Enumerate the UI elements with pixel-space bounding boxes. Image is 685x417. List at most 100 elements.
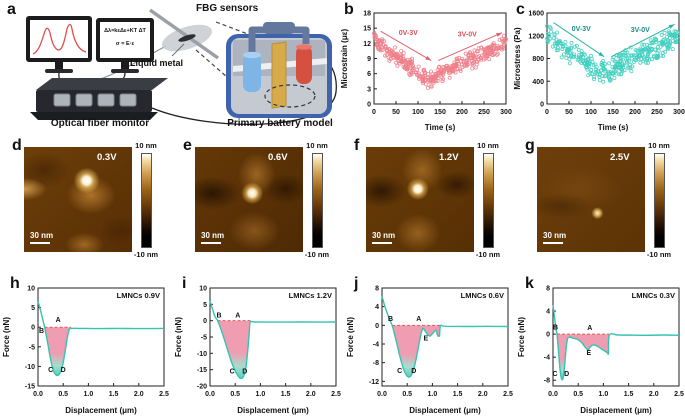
scale-bar xyxy=(201,242,221,244)
optical-fiber-monitor-device xyxy=(30,78,168,120)
svg-text:300: 300 xyxy=(673,109,685,116)
svg-text:12: 12 xyxy=(363,41,371,48)
annotation-3V-0V: 3V-0V xyxy=(631,27,650,34)
chart-j-svg: 0.0 0.5 1.0 1.5 2.0 2.5 8 4 0 -4 -8 -12 Displacement… xyxy=(346,286,513,416)
y-axis-label: Force (nN) xyxy=(346,317,355,357)
svg-text:800: 800 xyxy=(532,56,544,63)
svg-text:1.0: 1.0 xyxy=(256,391,266,398)
panel-b-plot: 0 50 100 150 200 250 300 0 3 6 9 12 15 18 Time (s) Micr… xyxy=(338,0,512,135)
color-scale-max-label: 10 nm xyxy=(477,141,499,150)
svg-text:0.5: 0.5 xyxy=(58,391,68,398)
scale-bar xyxy=(30,242,50,244)
y-axis-ticks: 8 4 0 -4 -8 -12 xyxy=(369,286,385,386)
svg-text:8: 8 xyxy=(546,286,550,293)
svg-text:10: 10 xyxy=(27,286,35,293)
svg-text:-12: -12 xyxy=(369,379,379,386)
svg-text:10: 10 xyxy=(199,286,207,293)
svg-text:1.5: 1.5 xyxy=(109,391,119,398)
point-label-C: C xyxy=(48,367,53,374)
point-label-D: D xyxy=(411,368,416,375)
panel-a-schematic xyxy=(26,8,337,125)
svg-text:5: 5 xyxy=(31,305,35,312)
svg-text:5: 5 xyxy=(203,302,207,309)
svg-text:4: 4 xyxy=(546,309,550,316)
svg-text:0: 0 xyxy=(546,332,550,339)
x-axis-ticks: 0.0 0.5 1.0 1.5 2.0 2.5 xyxy=(548,383,684,398)
svg-text:2.5: 2.5 xyxy=(674,391,684,398)
chart-i-svg: 0.0 0.5 1.0 1.5 2.0 2.5 10 5 0 -5 -10 -15 -20 Displac… xyxy=(174,286,341,416)
panel-h-letter: h xyxy=(10,275,20,292)
scale-bar-label: 30 nm xyxy=(543,231,567,240)
scale-bar-label: 30 nm xyxy=(201,231,225,240)
svg-text:15: 15 xyxy=(363,26,371,33)
primary-battery-model-label: Primary battery model xyxy=(227,118,333,129)
separator-plate xyxy=(271,41,287,109)
svg-text:2.5: 2.5 xyxy=(331,391,341,398)
condition-label: LMNCs 0.6V xyxy=(461,291,504,300)
svg-text:0: 0 xyxy=(203,318,207,325)
fbg-sensor xyxy=(148,8,220,60)
color-scale-min-label: -10 nm xyxy=(304,250,330,259)
svg-text:0.5: 0.5 xyxy=(402,391,412,398)
svg-text:-20: -20 xyxy=(197,384,207,391)
liquid-metal-core xyxy=(178,34,196,42)
point-label-B: B xyxy=(39,328,44,335)
x-axis-label: Displacement (μm) xyxy=(65,406,137,415)
condition-label: LMNCs 0.9V xyxy=(117,291,160,300)
svg-text:2.0: 2.0 xyxy=(306,391,316,398)
svg-text:0.0: 0.0 xyxy=(377,391,387,398)
svg-text:100: 100 xyxy=(585,109,597,116)
svg-text:-10: -10 xyxy=(197,351,207,358)
scale-bar-label: 30 nm xyxy=(372,231,396,240)
fbg-fiber xyxy=(148,8,220,60)
y-axis-label: Force (nN) xyxy=(517,317,526,357)
color-scale-bar xyxy=(654,153,665,248)
panel-a-letter: a xyxy=(7,1,16,18)
svg-text:8: 8 xyxy=(375,286,379,293)
panel-i-letter: i xyxy=(182,275,187,292)
svg-text:150: 150 xyxy=(434,109,446,116)
equation-monitor xyxy=(96,18,154,73)
y-axis-ticks: 8 4 0 -4 -8 xyxy=(544,286,556,385)
force-curve xyxy=(37,301,165,377)
y-axis-label: Microstrain (με) xyxy=(340,28,349,88)
panel-e-letter: e xyxy=(183,137,192,154)
x-axis-label: Displacement (μm) xyxy=(409,406,481,415)
svg-text:4: 4 xyxy=(375,304,379,311)
chart-h-svg: 0.0 0.5 1.0 1.5 2.0 2.5 10 5 0 -5 -10 -15 Displaceme… xyxy=(2,286,169,416)
chart-c-svg: 0 50 100 150 200 250 300 0 400 800 1200 1600 Time (s… xyxy=(513,11,685,133)
svg-text:0.5: 0.5 xyxy=(573,391,583,398)
color-scale-bar xyxy=(312,153,323,248)
afm-image-0.6V xyxy=(195,147,303,252)
color-scale-max-label: 10 nm xyxy=(306,141,328,150)
svg-text:0: 0 xyxy=(367,102,371,109)
y-axis-ticks: 0 3 6 9 12 15 18 xyxy=(363,11,377,109)
svg-text:2.0: 2.0 xyxy=(478,391,488,398)
x-axis-label: Displacement (μm) xyxy=(580,406,652,415)
y-axis-label: Microstress (Pa) xyxy=(513,27,522,90)
y-axis-label: Force (nN) xyxy=(174,317,183,357)
device-button xyxy=(119,93,137,107)
svg-text:200: 200 xyxy=(456,109,468,116)
svg-text:-15: -15 xyxy=(25,384,35,391)
chart-k-svg: 0.0 0.5 1.0 1.5 2.0 2.5 8 4 0 -4 -8 Displacement (μ… xyxy=(517,286,684,416)
force-curve xyxy=(209,300,337,380)
equation-line2: σ = E·ε xyxy=(115,41,135,47)
voltage-label: 0.6V xyxy=(268,152,288,163)
force-fill xyxy=(392,325,441,378)
point-label-A: A xyxy=(416,316,421,323)
svg-text:2.5: 2.5 xyxy=(159,391,169,398)
svg-text:2.5: 2.5 xyxy=(503,391,513,398)
device-button xyxy=(97,93,115,107)
panel-c-letter: c xyxy=(516,1,525,18)
svg-text:400: 400 xyxy=(532,79,544,86)
color-scale-max-label: 10 nm xyxy=(648,141,670,150)
panel-g-letter: g xyxy=(525,137,535,154)
force-fill xyxy=(44,327,71,376)
svg-text:100: 100 xyxy=(412,109,424,116)
svg-text:2.0: 2.0 xyxy=(649,391,659,398)
svg-text:0.0: 0.0 xyxy=(548,391,558,398)
svg-text:-15: -15 xyxy=(197,367,207,374)
color-scale-bar xyxy=(141,153,152,248)
svg-text:0: 0 xyxy=(540,102,544,109)
